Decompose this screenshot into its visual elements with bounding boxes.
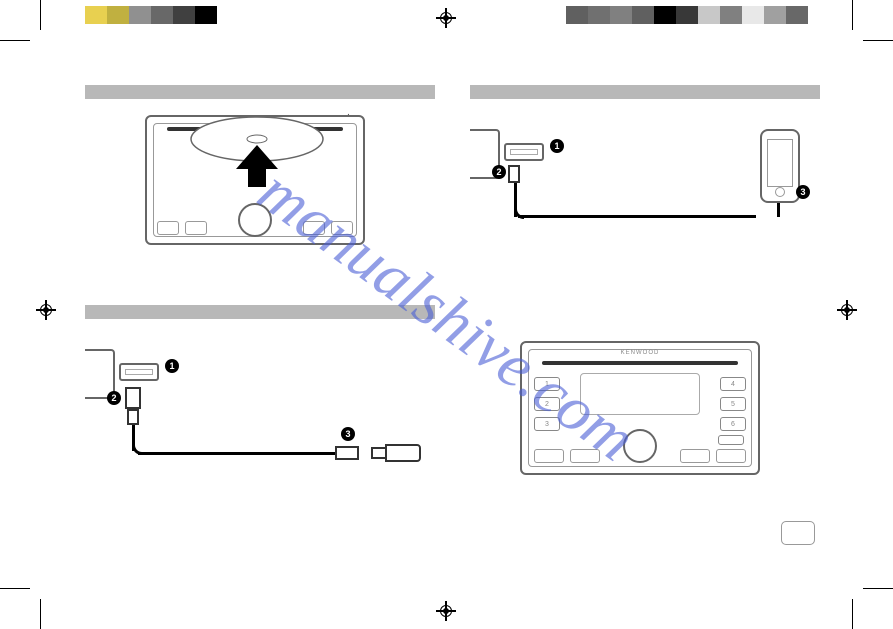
cable [518, 215, 756, 218]
crop-mark [852, 0, 853, 30]
page-content: ▲ [85, 85, 835, 565]
stereo-button [534, 449, 564, 463]
callout-3: 3 [796, 185, 810, 199]
usb-connector-icon [125, 387, 141, 409]
stereo-button [331, 221, 353, 235]
color-swatch [698, 6, 720, 24]
crop-mark [0, 40, 30, 41]
color-swatch [566, 6, 588, 24]
crop-mark [40, 599, 41, 629]
usb-port [504, 143, 544, 161]
color-swatch [588, 6, 610, 24]
color-swatch [195, 6, 217, 24]
crop-mark [863, 588, 893, 589]
smartphone-icon [760, 129, 800, 203]
preset-button-5: 5 [720, 397, 746, 411]
usb-drive-icon [371, 444, 421, 462]
color-swatch [720, 6, 742, 24]
usb-connector-icon [127, 409, 139, 425]
lcd-display [580, 373, 700, 415]
preset-button-1: 1 [534, 377, 560, 391]
color-swatch [676, 6, 698, 24]
callout-2: 2 [492, 165, 506, 179]
registration-mark [36, 300, 56, 320]
crop-mark [40, 0, 41, 30]
stereo-button [716, 449, 746, 463]
color-swatch [107, 6, 129, 24]
usb-connector-icon [508, 165, 520, 183]
color-swatch [610, 6, 632, 24]
color-calibration-bar [566, 6, 808, 24]
figure-stereo-faceplate: KENWOOD 1 2 3 4 5 6 [470, 341, 820, 475]
color-swatch [129, 6, 151, 24]
figure-usb-connection: 1 2 3 [85, 325, 435, 485]
car-stereo-front: KENWOOD 1 2 3 4 5 6 [520, 341, 760, 475]
registration-mark [436, 601, 456, 621]
color-swatch [786, 6, 808, 24]
registration-mark [837, 300, 857, 320]
section-title-cd [85, 85, 435, 99]
section-title-ipod [470, 85, 820, 99]
figure-ipod-connection: 1 2 3 [470, 105, 820, 245]
stereo-button [157, 221, 179, 235]
volume-knob [238, 203, 272, 237]
preset-button-3: 3 [534, 417, 560, 431]
usb-port-icon [718, 435, 744, 445]
usb-port [119, 363, 159, 381]
preset-button-2: 2 [534, 397, 560, 411]
preset-button-6: 6 [720, 417, 746, 431]
cable [138, 452, 338, 455]
color-swatch [742, 6, 764, 24]
color-swatch [632, 6, 654, 24]
color-swatch [654, 6, 676, 24]
color-swatch [85, 6, 107, 24]
cable [514, 209, 524, 219]
insert-arrow-icon [232, 145, 282, 189]
crop-mark [852, 599, 853, 629]
callout-1: 1 [165, 359, 179, 373]
figure-cd-insert: ▲ [85, 105, 435, 245]
color-swatch [151, 6, 173, 24]
callout-2: 2 [107, 391, 121, 405]
registration-mark [436, 8, 456, 28]
stereo-button [680, 449, 710, 463]
callout-1: 1 [550, 139, 564, 153]
stereo-button [185, 221, 207, 235]
color-swatch [173, 6, 195, 24]
preset-button-4: 4 [720, 377, 746, 391]
stereo-button [303, 221, 325, 235]
volume-knob [623, 429, 657, 463]
page-number-badge [781, 521, 815, 545]
brand-label: KENWOOD [621, 350, 660, 356]
section-title-usb [85, 305, 435, 319]
cd-slot [542, 361, 738, 365]
color-swatch [764, 6, 786, 24]
usb-plug-icon [335, 446, 359, 460]
crop-mark [863, 40, 893, 41]
car-stereo-front [145, 115, 365, 245]
stereo-button [570, 449, 600, 463]
crop-mark [0, 588, 30, 589]
cable [777, 203, 780, 217]
callout-3: 3 [341, 427, 355, 441]
color-calibration-bar [85, 6, 217, 24]
